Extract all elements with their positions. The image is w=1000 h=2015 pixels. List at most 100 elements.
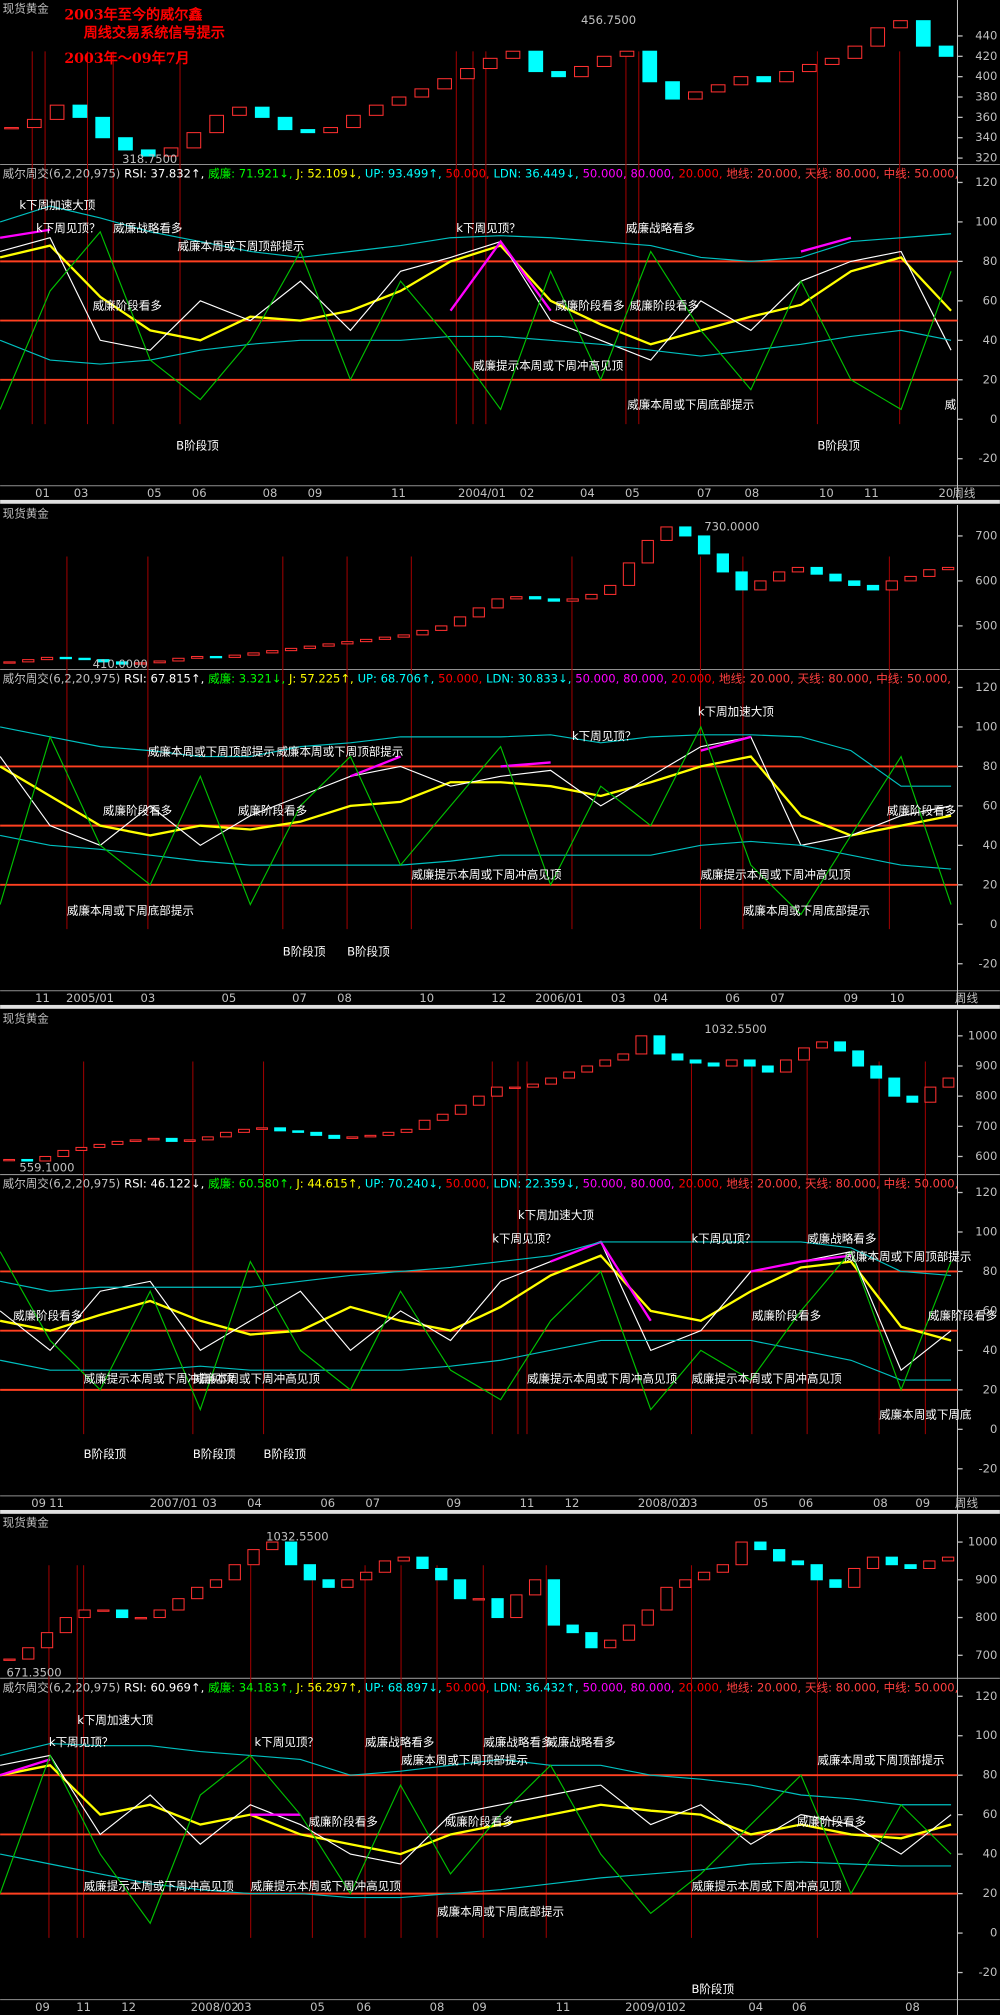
candle	[378, 1560, 392, 1573]
signal-label: 威廉本周或下周底部提示	[437, 1905, 564, 1919]
x-tick-label: 09	[31, 1496, 46, 1510]
x-tick-label: 09	[843, 991, 858, 1005]
header-item: 威尔周交(6,2,20,975)	[3, 671, 121, 685]
candle	[232, 106, 247, 116]
signal-label: 威廉战略看多	[626, 221, 695, 235]
candle	[3, 661, 16, 664]
candle	[228, 654, 241, 658]
header-item: UP: 68.897↓,	[365, 1680, 442, 1694]
signal-label: 威廉提示本周或下周冲高见顶	[473, 359, 624, 373]
signal-label: 威廉阶段看多	[887, 803, 956, 817]
signal-label: 威廉本周或下周顶部提示	[817, 1753, 944, 1767]
x-tick-label: 2007/01	[150, 1496, 198, 1510]
note: 2003年至今的威尔鑫	[64, 6, 202, 23]
price-label: 456.7500	[581, 13, 636, 27]
candle	[418, 1119, 431, 1130]
candle	[665, 81, 680, 100]
header-item: J: 57.225↑,	[288, 671, 354, 685]
candle	[134, 662, 148, 665]
candle	[915, 20, 931, 47]
header-item: RSI: 46.122↓,	[124, 1176, 204, 1190]
candle	[21, 1158, 34, 1162]
header-item: LDN: 30.833↓,	[486, 671, 571, 685]
signal-label: 威廉战略看多	[365, 1735, 434, 1749]
y-tick-label: 700	[975, 1648, 997, 1662]
signal-label: B阶段顶	[817, 438, 860, 452]
candle	[754, 1541, 767, 1551]
y-tick-label: 40	[983, 1847, 998, 1861]
x-tick-label: 09	[472, 2000, 487, 2014]
candle	[346, 114, 361, 129]
candle	[941, 566, 955, 571]
candle	[710, 84, 726, 93]
candle	[78, 657, 91, 661]
y-tick-label: 120	[975, 680, 997, 694]
candle	[454, 1104, 467, 1115]
candle	[323, 127, 338, 134]
candle	[3, 1158, 16, 1162]
indicator-line	[0, 1758, 301, 1816]
y-tick-label: 420	[975, 49, 997, 63]
header-item: 中线: 50.000,	[884, 166, 959, 180]
header-item: 80.000,	[631, 1680, 675, 1694]
signal-label: k下周见顶？	[255, 1735, 319, 1749]
signal-label: 威廉阶段看多	[309, 1815, 378, 1829]
candle	[619, 50, 635, 57]
panel-gap	[0, 1509, 1000, 1514]
signal-label: 威廉本周或下周底部提示	[67, 904, 194, 918]
y-tick-label: 80	[983, 1264, 998, 1278]
signal-label: 威廉本周或下周顶部提示	[148, 744, 275, 758]
y-tick-label: 60	[983, 1807, 998, 1821]
signal-label: 威廉提示本周或下周冲高见顶	[411, 868, 562, 882]
candle	[284, 1541, 298, 1566]
candle	[551, 71, 566, 78]
candle	[641, 1609, 654, 1626]
candle	[40, 1632, 54, 1649]
x-tick-label: 03	[683, 1496, 698, 1510]
x-tick-label: 07	[770, 991, 785, 1005]
candle	[735, 571, 748, 591]
candle	[472, 607, 485, 618]
candle	[754, 580, 767, 591]
signal-label: B阶段顶	[84, 1447, 127, 1461]
x-tick-label: 03	[141, 991, 156, 1005]
header-item: UP: 70.240↓,	[365, 1176, 442, 1190]
indicator-header: 威尔周交(6,2,20,975) RSI: 67.815↑, 威廉: 3.321↓,…	[3, 671, 951, 685]
candle	[829, 1579, 842, 1588]
signal-label: 威廉提示本周或下周冲高见顶	[527, 1371, 678, 1385]
candle	[671, 1053, 684, 1061]
candle	[510, 596, 523, 600]
candle	[97, 659, 110, 663]
candle	[397, 1556, 410, 1562]
x-tick-label: 03	[611, 991, 626, 1005]
signal-label: B阶段顶	[176, 438, 219, 452]
x-tick-label: 09	[35, 2000, 50, 2014]
candle	[816, 1041, 828, 1049]
header-item: 80.000,	[623, 671, 667, 685]
candle	[528, 50, 544, 73]
y-tick-label: 100	[975, 214, 997, 228]
candle	[238, 1128, 250, 1133]
candle	[118, 137, 133, 151]
y-tick-label: 60	[983, 798, 998, 812]
header-item: 地线: 20.000,	[726, 1176, 801, 1190]
signal-label: 威廉本周或下周顶部提示	[177, 239, 304, 253]
x-tick-label: 12	[491, 991, 506, 1005]
signal-label: k下周加速大顶	[77, 1713, 153, 1727]
panel-title: 现货黄金	[3, 1012, 50, 1026]
indicator-line	[0, 228, 852, 312]
candle	[346, 1136, 359, 1139]
candle	[635, 1035, 648, 1055]
y-tick-label: 80	[983, 759, 998, 773]
candle	[585, 1632, 598, 1649]
header-item: 50.000,	[575, 671, 619, 685]
candle	[848, 580, 861, 586]
candle	[165, 1137, 178, 1142]
indicator-line	[0, 725, 952, 916]
signal-label: 威廉提示本周或下周冲高见顶	[700, 868, 851, 882]
y-tick-label: 100	[975, 1224, 997, 1238]
signal-label: 威廉阶段看多	[630, 298, 699, 312]
x-tick-label: 11	[76, 2000, 91, 2014]
header-item: UP: 68.706↑,	[358, 671, 435, 685]
candle	[716, 553, 729, 573]
